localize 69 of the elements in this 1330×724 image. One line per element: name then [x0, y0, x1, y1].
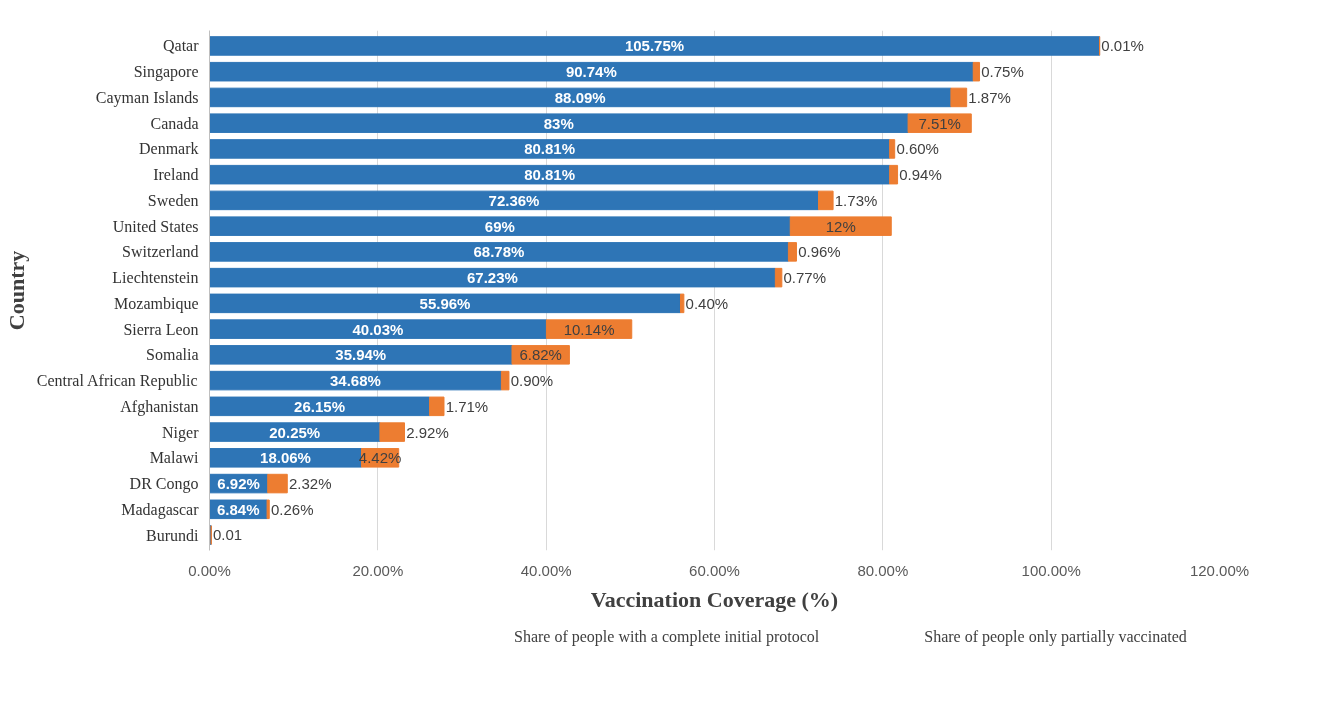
y-tick-label: Madagascar — [121, 500, 200, 519]
data-label: 105.75% — [624, 37, 685, 55]
y-tick-label: United States — [112, 217, 199, 235]
data-label: 80.81% — [524, 166, 576, 184]
x-tick-label: 80.00% — [857, 561, 909, 579]
data-label: 6.92% — [217, 475, 260, 493]
x-tick-label: 20.00% — [352, 561, 404, 579]
data-label: 1.71% — [445, 397, 489, 415]
y-tick-label: Somalia — [146, 346, 199, 364]
data-label: 0.94% — [899, 166, 942, 184]
data-label: 20.25% — [269, 423, 321, 441]
y-tick-label: Afghanistan — [120, 397, 199, 416]
data-label: 18.06% — [260, 449, 311, 467]
data-label: 0.40% — [685, 294, 729, 312]
y-tick-label: Sweden — [147, 191, 199, 209]
y-tick-label: Liechtenstein — [112, 269, 199, 287]
data-label: 6.82% — [519, 346, 562, 364]
y-axis-title: Country — [3, 250, 29, 331]
data-label: 10.14% — [563, 320, 615, 338]
data-label: 88.09% — [554, 88, 606, 106]
data-label: 0.90% — [510, 372, 554, 390]
data-label: 55.96% — [419, 294, 471, 312]
y-tick-label: DR Congo — [129, 475, 199, 494]
data-label: 2.32% — [288, 475, 332, 493]
x-tick-label: 100.00% — [1021, 561, 1081, 579]
data-label: 34.68% — [330, 372, 381, 390]
data-label: 26.15% — [294, 397, 345, 415]
data-label: 40.03% — [352, 320, 404, 338]
data-label: 0.96% — [798, 243, 841, 261]
data-label: 0.26% — [270, 500, 314, 518]
y-tick-label: Mozambique — [114, 294, 199, 313]
data-label: 68.78% — [473, 243, 525, 261]
text: Share of people with a complete initial protocol — [514, 628, 820, 646]
y-tick-label: Niger — [162, 423, 200, 442]
y-tick-label: Sierra Leon — [123, 320, 199, 338]
y-tick-label: Switzerland — [122, 243, 199, 261]
y-tick-label: Denmark — [138, 140, 199, 158]
x-tick-label: 60.00% — [689, 561, 740, 579]
y-tick-label: Burundi — [146, 526, 200, 544]
data-label: 0.60% — [896, 140, 939, 158]
text: Share of people only partially vaccinated — [924, 628, 1187, 646]
data-label: 1.73% — [834, 191, 878, 209]
data-label: 90.74% — [565, 63, 617, 81]
data-label: 0.77% — [783, 269, 827, 287]
data-label: 1.87% — [968, 88, 1011, 106]
data-label: 35.94% — [335, 346, 387, 364]
data-label: 72.36% — [488, 191, 540, 209]
data-label: 7.51% — [918, 114, 961, 132]
x-tick-label: 0.00% — [188, 561, 231, 579]
y-tick-label: Central African Republic — [36, 372, 198, 391]
data-label: 83% — [543, 114, 574, 132]
x-axis-title: Vaccination Coverage (%) — [590, 586, 839, 612]
data-label: 67.23% — [466, 269, 518, 287]
y-tick-label: Singapore — [133, 63, 199, 82]
y-tick-label: Cayman Islands — [95, 88, 199, 107]
data-label: 6.84% — [217, 500, 260, 518]
y-tick-label: Qatar — [162, 37, 200, 55]
data-label: 0.01 — [212, 526, 243, 544]
data-label: 69% — [484, 217, 515, 235]
data-label: 12% — [825, 217, 856, 235]
data-label: 0.01% — [1101, 37, 1144, 55]
x-tick-label: 40.00% — [520, 561, 572, 579]
data-label: 80.81% — [524, 140, 576, 158]
data-label: 0.75% — [981, 63, 1024, 81]
y-tick-label: Ireland — [153, 166, 199, 184]
y-tick-label: Malawi — [149, 449, 200, 467]
x-tick-label: 120.00% — [1189, 561, 1250, 579]
y-tick-label: Canada — [150, 114, 199, 132]
data-label: 2.92% — [406, 423, 449, 441]
